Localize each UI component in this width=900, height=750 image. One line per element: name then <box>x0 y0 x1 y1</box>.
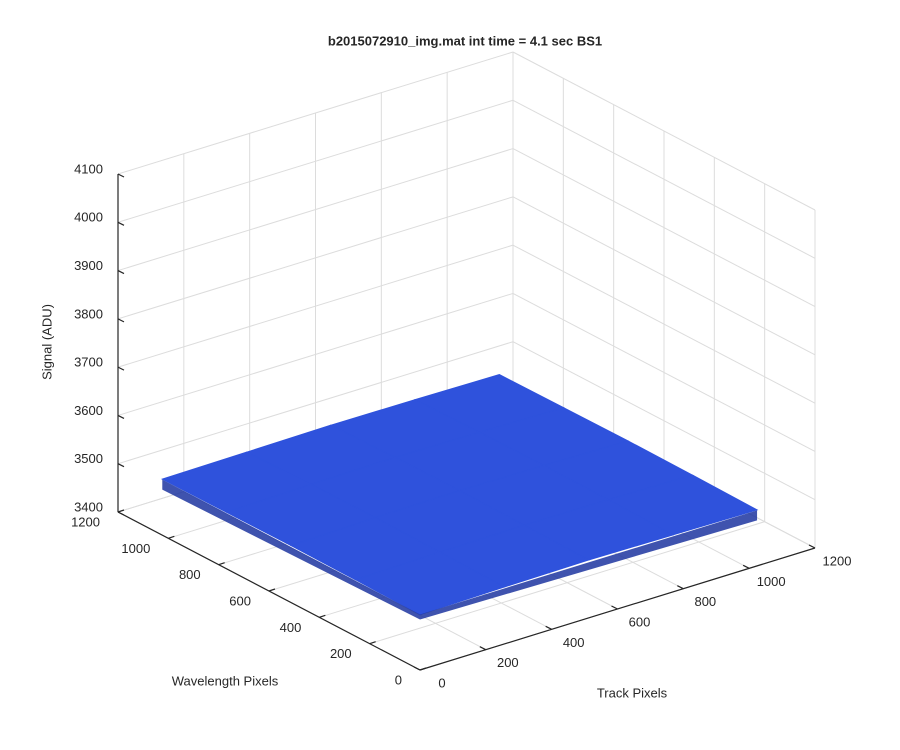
tick-mark <box>677 585 684 590</box>
y-tick-label: 1000 <box>121 541 150 556</box>
tick-mark <box>117 173 125 178</box>
tick-mark <box>369 641 376 645</box>
z-axis-label: Signal (ADU) <box>39 304 54 380</box>
z-tick-label: 3700 <box>74 355 103 370</box>
x-tick-label: 600 <box>629 614 651 629</box>
x-tick-label: 0 <box>438 675 445 690</box>
tick-mark <box>413 666 421 671</box>
tick-mark <box>218 562 225 566</box>
chart-title: b2015072910_img.mat int time = 4.1 sec B… <box>328 33 602 48</box>
surface-patch <box>354 551 506 616</box>
y-tick-label: 400 <box>280 620 302 635</box>
tick-mark <box>319 614 326 618</box>
tick-mark <box>268 588 276 592</box>
z-tick-label: 4000 <box>74 210 103 225</box>
tick-mark <box>117 511 125 516</box>
tick-mark <box>117 221 125 226</box>
y-tick-label: 0 <box>395 672 402 687</box>
x-tick-label: 1200 <box>823 553 852 568</box>
tick-mark <box>117 414 125 419</box>
x-tick-label: 800 <box>694 594 716 609</box>
tick-mark <box>117 366 125 371</box>
x-axis-label: Track Pixels <box>597 685 668 700</box>
tick-mark <box>545 625 552 630</box>
tick-mark <box>742 564 750 569</box>
tick-mark <box>611 605 618 610</box>
tick-mark <box>117 270 125 275</box>
tick-mark <box>117 463 125 468</box>
z-tick-label: 3900 <box>74 258 103 273</box>
y-tick-label: 600 <box>229 593 251 608</box>
tick-mark <box>479 646 487 651</box>
surface-edge <box>162 479 758 620</box>
y-tick-label: 1200 <box>71 514 100 529</box>
x-tick-label: 400 <box>563 635 585 650</box>
tick-mark <box>808 544 816 549</box>
tick-mark <box>168 535 175 539</box>
y-axis-label: Wavelength Pixels <box>172 673 279 688</box>
z-tick-label: 3500 <box>74 451 103 466</box>
z-tick-label: 3400 <box>74 499 103 514</box>
tick-mark <box>117 509 125 513</box>
y-tick-label: 200 <box>330 646 352 661</box>
tick-mark <box>419 667 427 671</box>
x-tick-label: 200 <box>497 655 519 670</box>
z-tick-label: 4100 <box>74 161 103 176</box>
x-tick-label: 1000 <box>757 574 786 589</box>
grid-line <box>369 521 765 645</box>
y-tick-label: 800 <box>179 567 201 582</box>
z-tick-label: 3800 <box>74 306 103 321</box>
z-tick-label: 3600 <box>74 403 103 418</box>
tick-mark <box>117 318 125 323</box>
